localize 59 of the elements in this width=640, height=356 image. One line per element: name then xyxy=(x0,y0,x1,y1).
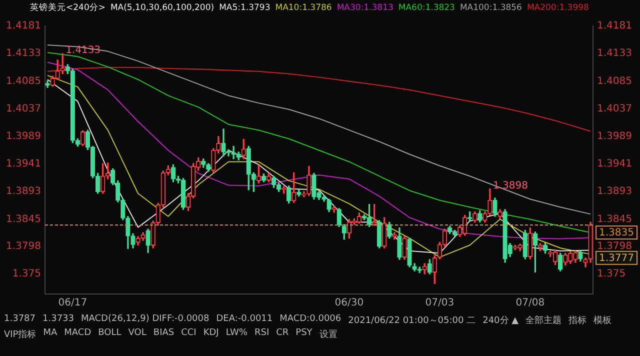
y2-tick-label: 1.375 xyxy=(597,268,626,280)
text: MA5:1.3793 xyxy=(219,3,270,13)
y2-tick-label: 1.3893 xyxy=(597,186,632,198)
text: LW% xyxy=(226,328,248,340)
text: 2021/06/22 01:00～05:00 二 xyxy=(348,315,476,327)
text: MA60:1.3823 xyxy=(398,3,455,13)
y-tick-label: 1.4037 xyxy=(6,103,41,114)
y-tick-label: 1.375 xyxy=(12,268,41,280)
text: MA xyxy=(43,328,58,340)
y2-tick-label: 1.3941 xyxy=(597,158,632,170)
y-tick-label: 1.4181 xyxy=(6,20,41,32)
text: VIP指标 xyxy=(4,328,36,341)
text: 1.3733 xyxy=(42,314,74,326)
text: 1.3787 xyxy=(4,314,36,326)
text: MA10:1.3786 xyxy=(275,3,332,13)
x-tick-label: 06/17 xyxy=(58,298,88,309)
y-tick-label: 1.3989 xyxy=(6,131,41,142)
chart-subtitle: MA(5,10,30,60,100,200) xyxy=(110,3,214,13)
y2-tick-label: 1.3845 xyxy=(597,214,632,225)
ref-line-label: 1.3835 xyxy=(599,228,634,239)
text: BOLL xyxy=(98,328,122,340)
y-tick-label: 1.4133 xyxy=(6,48,41,60)
y2-tick-label: 1.4133 xyxy=(597,48,632,60)
y2-tick-label: 1.4037 xyxy=(597,103,632,114)
text: MACD xyxy=(64,328,92,340)
y-tick-label: 1.3798 xyxy=(6,240,41,252)
y2-tick-label: 1.3989 xyxy=(597,131,632,142)
text: 设置 xyxy=(319,328,338,341)
text: DEA:-0.0011 xyxy=(216,314,273,326)
text: MACD(26,12,9) DIFF:-0.0008 xyxy=(81,314,210,326)
annotation: 1.4133 xyxy=(66,45,101,56)
text: VOL xyxy=(128,328,146,340)
y2-tick-label: 1.4181 xyxy=(597,20,632,32)
y-tick-label: 1.3941 xyxy=(6,158,41,170)
text: 指标 xyxy=(568,314,587,327)
x-tick-label: 07/08 xyxy=(516,298,545,309)
text: 240分 ▲ xyxy=(482,314,519,327)
text: CR xyxy=(276,328,289,340)
y-tick-label: 1.3845 xyxy=(6,214,41,225)
text: MA30:1.3813 xyxy=(336,3,394,13)
text: RSI xyxy=(254,328,270,340)
text: PSY xyxy=(296,328,312,340)
y2-tick-label: 1.4085 xyxy=(597,76,632,87)
annotation: 1.3777 xyxy=(599,252,634,264)
text: KDJ xyxy=(203,328,219,340)
text: CCI xyxy=(181,328,196,340)
y-tick-label: 1.4085 xyxy=(6,76,41,87)
chart-title: 英镑美元<240分> xyxy=(30,2,106,14)
text: 全部主题 xyxy=(526,314,562,327)
x-tick-label: 06/30 xyxy=(334,298,364,309)
y-tick-label: 1.3893 xyxy=(6,186,41,198)
annotation: 1.3898 xyxy=(492,180,528,192)
text: MACD:0.0006 xyxy=(280,314,342,326)
text: 模板 xyxy=(594,314,612,327)
x-tick-label: 07/03 xyxy=(425,298,454,309)
text: BIAS xyxy=(153,328,174,340)
text: MA200:1.3998 xyxy=(526,3,589,13)
text: MA100:1.3856 xyxy=(460,3,522,13)
y2-tick-label: 1.3798 xyxy=(597,240,632,252)
